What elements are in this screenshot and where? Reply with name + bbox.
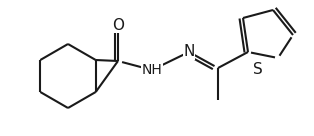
Text: S: S — [253, 63, 263, 78]
Text: N: N — [183, 44, 195, 60]
Text: O: O — [112, 18, 124, 33]
Text: NH: NH — [142, 63, 162, 77]
